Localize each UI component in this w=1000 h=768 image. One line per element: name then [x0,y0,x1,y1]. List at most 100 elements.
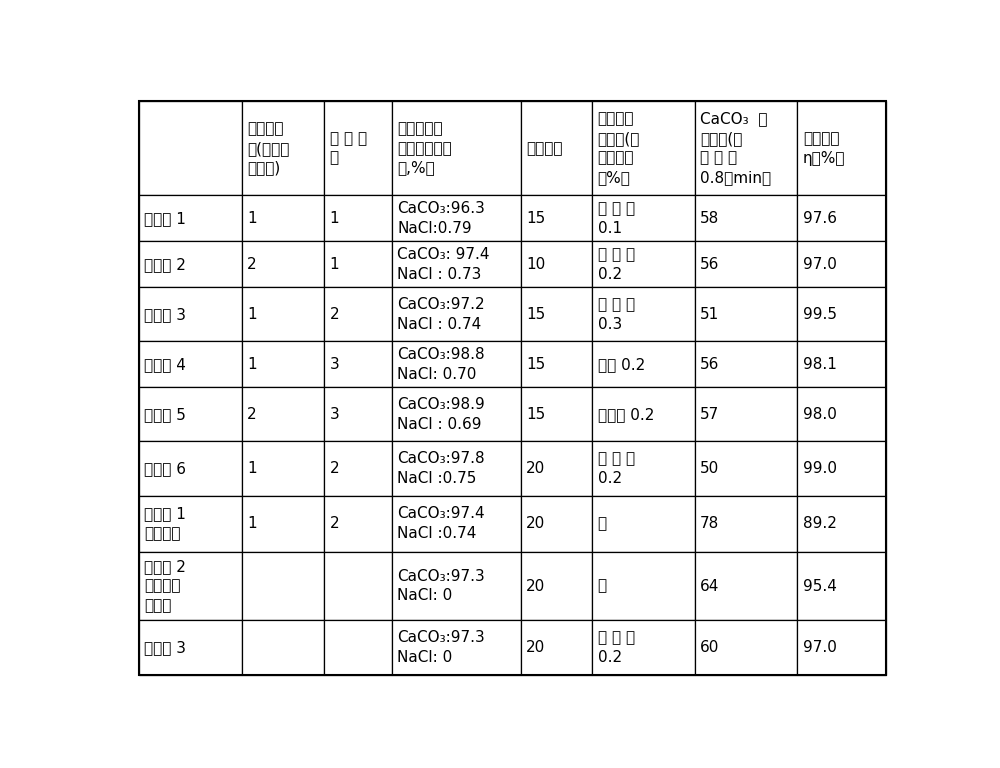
Text: 95.4: 95.4 [803,578,837,594]
Bar [392,241,521,287]
Text: 对比例 1
（未加）: 对比例 1 （未加） [144,506,186,541]
Bar [392,287,521,341]
Bar [139,621,242,674]
Bar [592,442,695,495]
Bar [521,495,592,551]
Bar [324,495,392,551]
Text: 20: 20 [526,640,545,655]
Text: 1: 1 [247,306,257,322]
Text: 1: 1 [247,210,257,226]
Text: 实施例 4: 实施例 4 [144,357,186,372]
Bar [242,341,324,387]
Bar [242,387,324,442]
Bar [242,195,324,241]
Text: 99.5: 99.5 [803,306,837,322]
Bar [324,341,392,387]
Text: CaCO₃:97.2
NaCl : 0.74: CaCO₃:97.2 NaCl : 0.74 [397,296,485,332]
Bar [521,195,592,241]
Text: CaCO₃:97.8
NaCl :0.75: CaCO₃:97.8 NaCl :0.75 [397,451,485,486]
Text: 柠 橼 酸
0.2: 柠 橼 酸 0.2 [598,247,635,282]
Text: 56: 56 [700,257,720,272]
Bar [392,387,521,442]
Text: 实施例 5: 实施例 5 [144,407,186,422]
Bar [392,341,521,387]
Bar [392,195,521,241]
Text: 1: 1 [247,357,257,372]
Bar [139,241,242,287]
Bar [592,621,695,674]
Text: 60: 60 [700,640,720,655]
Bar [392,621,521,674]
Text: 水 洗 次
数: 水 洗 次 数 [330,131,367,166]
Text: 实施例 3: 实施例 3 [144,306,186,322]
Bar [695,387,797,442]
Bar [695,495,797,551]
Text: 3: 3 [330,407,339,422]
Bar [521,387,592,442]
Text: 98.1: 98.1 [803,357,837,372]
Bar [592,495,695,551]
Text: 添加剂和
添加量(与
盐泥重量
比%）: 添加剂和 添加量(与 盐泥重量 比%） [598,111,640,185]
Bar [139,287,242,341]
Bar [242,551,324,621]
Bar [797,621,886,674]
Text: 3: 3 [330,357,339,372]
Bar [695,101,797,195]
Text: CaCO₃:97.3
NaCl: 0: CaCO₃:97.3 NaCl: 0 [397,631,485,665]
Bar [797,551,886,621]
Bar [695,241,797,287]
Text: 89.2: 89.2 [803,516,837,531]
Bar [592,241,695,287]
Bar [392,101,521,195]
Text: 2: 2 [247,407,257,422]
Text: 51: 51 [700,306,719,322]
Text: 15: 15 [526,357,545,372]
Text: 15: 15 [526,210,545,226]
Bar [592,287,695,341]
Bar [797,341,886,387]
Text: CaCO₃:97.4
NaCl :0.74: CaCO₃:97.4 NaCl :0.74 [397,506,485,541]
Text: 实施例 2: 实施例 2 [144,257,186,272]
Bar [521,551,592,621]
Text: 20: 20 [526,516,545,531]
Text: CaCO₃:98.9
NaCl : 0.69: CaCO₃:98.9 NaCl : 0.69 [397,397,485,432]
Bar [242,442,324,495]
Bar [521,287,592,341]
Text: 2: 2 [330,461,339,476]
Bar [592,341,695,387]
Bar [242,495,324,551]
Text: 柠 橼 酸
0.3: 柠 橼 酸 0.3 [598,296,635,332]
Bar [324,241,392,287]
Bar [797,287,886,341]
Text: 乙酸 0.2: 乙酸 0.2 [598,357,645,372]
Bar [139,442,242,495]
Bar [797,241,886,287]
Bar [139,495,242,551]
Bar [521,621,592,674]
Bar [242,287,324,341]
Bar [797,101,886,195]
Text: CaCO₃:98.8
NaCl: 0.70: CaCO₃:98.8 NaCl: 0.70 [397,347,485,382]
Bar [324,387,392,442]
Text: 2: 2 [330,306,339,322]
Text: 柠 橼 酸
0.2: 柠 橼 酸 0.2 [598,451,635,486]
Bar [797,195,886,241]
Bar [695,442,797,495]
Text: 对比例 3: 对比例 3 [144,640,186,655]
Bar [392,551,521,621]
Text: 1: 1 [330,210,339,226]
Bar [324,621,392,674]
Text: 2: 2 [247,257,257,272]
Text: 水洗用水
量(同盐泥
重量比): 水洗用水 量(同盐泥 重量比) [247,121,289,176]
Bar [521,241,592,287]
Text: 1: 1 [247,461,257,476]
Text: 柠 橼 酸
0.1: 柠 橼 酸 0.1 [598,201,635,236]
Bar [139,341,242,387]
Bar [139,101,242,195]
Bar [592,387,695,442]
Bar [797,495,886,551]
Text: 实施例 6: 实施例 6 [144,461,186,476]
Bar [139,551,242,621]
Text: CaCO₃:96.3
NaCl:0.79: CaCO₃:96.3 NaCl:0.79 [397,201,485,236]
Text: 15: 15 [526,306,545,322]
